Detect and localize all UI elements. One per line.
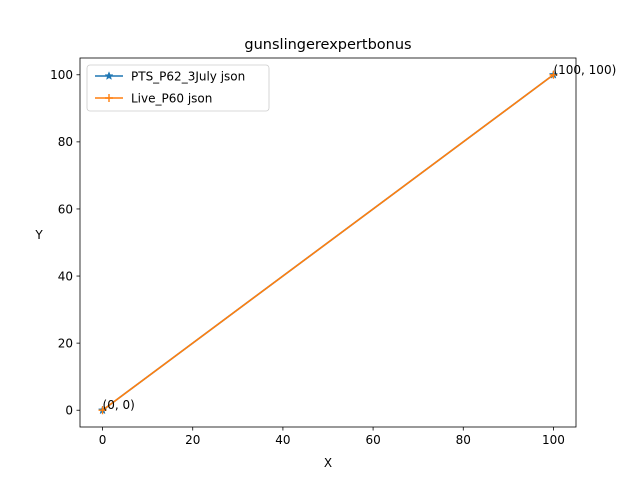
- y-tick-label: 80: [58, 135, 73, 149]
- axes-frame: [79, 57, 577, 428]
- x-tick-label: 80: [456, 433, 471, 447]
- legend-marker-1: [104, 71, 114, 80]
- chart-title: gunslingerexpertbonus: [244, 37, 411, 53]
- y-tick-label: 20: [58, 336, 73, 350]
- x-tick-label: 100: [542, 433, 565, 447]
- y-axis-label: Y: [34, 228, 43, 242]
- y-tick-label: 40: [58, 269, 73, 283]
- legend-label-1: PTS_P62_3July json: [131, 69, 245, 83]
- y-tick-label: 60: [58, 202, 73, 216]
- x-tick-label: 60: [365, 433, 380, 447]
- x-axis-label: X: [324, 456, 332, 470]
- legend-label-2: Live_P60 json: [131, 91, 212, 105]
- legend-box: [86, 64, 270, 112]
- point-annotation: (0, 0): [103, 398, 135, 412]
- plot-area: 0 20 40 60 80 100 0 20 40 60 80 100 (0, 0) (100, 100): [50, 57, 616, 447]
- legend-marker-2: [105, 94, 113, 102]
- y-tick-label: 100: [50, 68, 73, 82]
- series-line-2: [102, 74, 554, 411]
- legend: PTS_P62_3July json Live_P60 json: [86, 64, 270, 112]
- x-tick-label: 40: [275, 433, 290, 447]
- x-tick-label: 20: [185, 433, 200, 447]
- x-tick-label: 0: [99, 433, 107, 447]
- series-2-point: [549, 70, 558, 79]
- series-2-point: [98, 406, 107, 415]
- point-annotation: (100, 100): [553, 63, 616, 77]
- y-tick-label: 0: [65, 404, 73, 418]
